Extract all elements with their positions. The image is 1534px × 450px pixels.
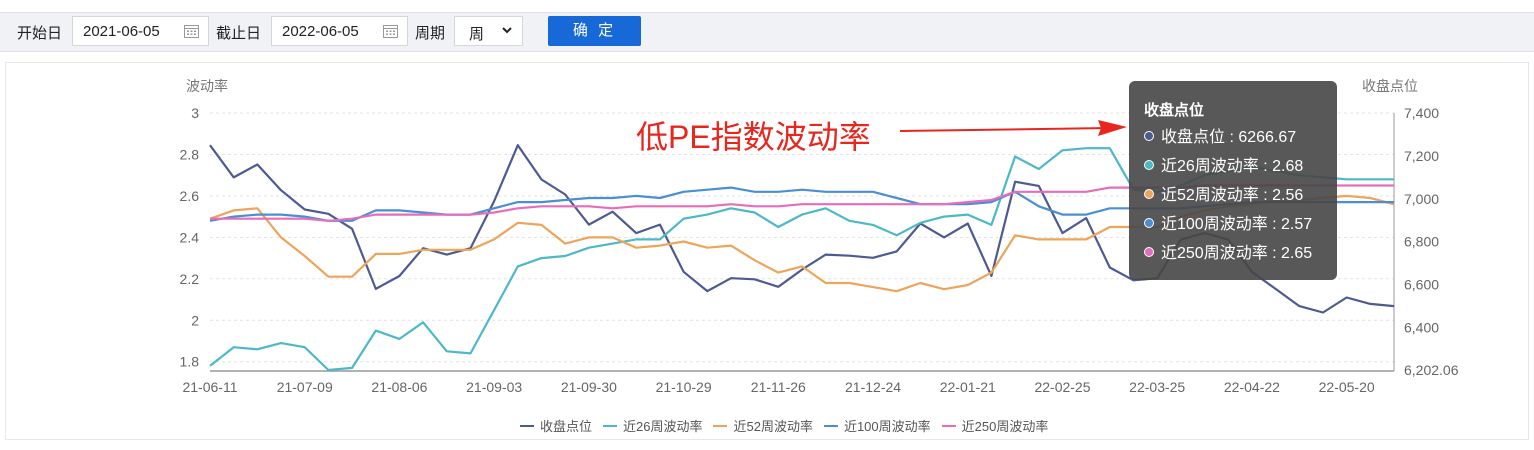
annotation-text: 低PE指数波动率 (636, 119, 871, 155)
legend-line-icon (713, 425, 728, 427)
x-tick-label: 22-01-21 (940, 379, 996, 395)
x-tick-label: 21-09-03 (466, 379, 522, 395)
x-tick-label: 21-09-30 (561, 379, 617, 395)
x-tick-label: 21-10-29 (656, 379, 712, 395)
tooltip-row-text: 近250周波动率 : 2.65 (1161, 245, 1313, 262)
end-date-input[interactable]: 2022-06-05 (271, 16, 408, 46)
y-right-axis-title: 收盘点位 (1362, 78, 1418, 94)
tooltip-title: 收盘点位 (1144, 102, 1205, 119)
legend-label: 近250周波动率 (961, 419, 1049, 434)
y-left-axis-title: 波动率 (186, 78, 228, 94)
tooltip-row: 近100周波动率 : 2.57 (1144, 215, 1323, 244)
legend-label: 近100周波动率 (843, 419, 931, 434)
series-dot-icon (1144, 131, 1154, 141)
y-right-tick-label: 7,400 (1404, 105, 1439, 121)
tooltip-row-text: 近26周波动率 : 2.68 (1161, 158, 1304, 175)
x-tick-label: 21-06-11 (182, 379, 237, 395)
period-select[interactable]: 周 (454, 16, 523, 46)
x-tick-label: 21-07-09 (277, 379, 333, 395)
legend-label: 收盘点位 (540, 419, 593, 434)
legend-label: 近26周波动率 (623, 419, 703, 434)
y-left-tick-label: 1.8 (180, 354, 200, 370)
legend-line-icon (603, 425, 618, 427)
legend-item[interactable]: 近52周波动率 (713, 416, 813, 435)
y-right-tick-label: 7,000 (1404, 191, 1439, 207)
legend-label: 近52周波动率 (733, 419, 813, 434)
series-dot-icon (1144, 189, 1154, 199)
calendar-icon[interactable] (383, 24, 398, 38)
y-left-tick-label: 3 (191, 105, 199, 121)
x-tick-label: 21-08-06 (371, 379, 427, 395)
y-left-tick-label: 2.6 (180, 188, 200, 204)
legend-item[interactable]: 近100周波动率 (823, 416, 931, 435)
chart-tooltip: 收盘点位 收盘点位 : 6266.67 近26周波动率 : 2.68 近52周波动率… (1129, 81, 1337, 280)
legend-line-icon (823, 425, 838, 427)
x-tick-label: 22-03-25 (1129, 379, 1185, 395)
chevron-down-icon (502, 27, 512, 34)
x-tick-label: 22-04-22 (1224, 379, 1280, 395)
chart-legend: 收盘点位 近26周波动率 近52周波动率 近100周波动率 近250周波动率 (520, 416, 1059, 434)
start-date-label: 开始日 (17, 25, 63, 42)
annotation-arrow-head (1098, 120, 1127, 136)
start-date-input[interactable]: 2021-06-05 (72, 16, 209, 46)
tooltip-row-text: 近52周波动率 : 2.56 (1161, 187, 1304, 204)
filter-toolbar: 开始日 2021-06-05 截止日 2022-06-05 周期 周 确 定 (0, 12, 1534, 52)
y-right-tick-label: 7,200 (1404, 148, 1439, 164)
annotation-arrow-shaft (899, 127, 1111, 132)
y-left-tick-label: 2 (191, 312, 199, 328)
legend-line-icon (941, 425, 956, 427)
legend-item[interactable]: 收盘点位 (520, 416, 592, 435)
period-label: 周期 (415, 25, 446, 42)
y-left-tick-label: 2.2 (180, 271, 200, 287)
tooltip-row-text: 近100周波动率 : 2.57 (1161, 216, 1313, 233)
axes: 1.8 2 2.2 2.4 2.6 2.8 3 6,202.06 6,400 6,600 6,800… (180, 78, 1459, 395)
tooltip-row: 近26周波动率 : 2.68 (1144, 157, 1323, 186)
legend-item[interactable]: 近26周波动率 (603, 416, 702, 435)
legend-item[interactable]: 近250周波动率 (941, 416, 1049, 435)
annotation-arrow (899, 120, 1127, 136)
series-dot-icon (1144, 247, 1154, 257)
end-date-label: 截止日 (216, 25, 262, 42)
legend-line-icon (520, 425, 534, 427)
series-dot-icon (1144, 218, 1154, 228)
x-tick-label: 22-05-20 (1319, 379, 1375, 395)
y-left-tick-label: 2.8 (180, 146, 200, 162)
x-tick-label: 21-12-24 (845, 379, 901, 395)
end-date-value: 2022-06-05 (282, 23, 359, 40)
x-tick-label: 21-11-26 (751, 379, 806, 395)
calendar-icon[interactable] (184, 24, 199, 38)
y-right-tick-label: 6,202.06 (1404, 362, 1459, 378)
tooltip-row: 近52周波动率 : 2.56 (1144, 186, 1323, 215)
tooltip-rows: 收盘点位 : 6266.67 近26周波动率 : 2.68 近52周波动率 : 2.… (1144, 128, 1323, 273)
series-dot-icon (1144, 160, 1154, 170)
period-select-value: 周 (469, 26, 485, 43)
tooltip-row: 近250周波动率 : 2.65 (1144, 244, 1323, 273)
y-right-tick-label: 6,600 (1404, 277, 1439, 293)
y-right-tick-label: 6,400 (1404, 320, 1439, 336)
y-left-tick-label: 2.4 (180, 229, 200, 245)
start-date-value: 2021-06-05 (83, 23, 160, 40)
y-right-tick-label: 6,800 (1404, 234, 1439, 250)
tooltip-row: 收盘点位 : 6266.67 (1144, 128, 1323, 157)
x-tick-label: 22-02-25 (1034, 379, 1090, 395)
confirm-button[interactable]: 确 定 (548, 16, 641, 46)
tooltip-row-text: 收盘点位 : 6266.67 (1161, 129, 1297, 146)
